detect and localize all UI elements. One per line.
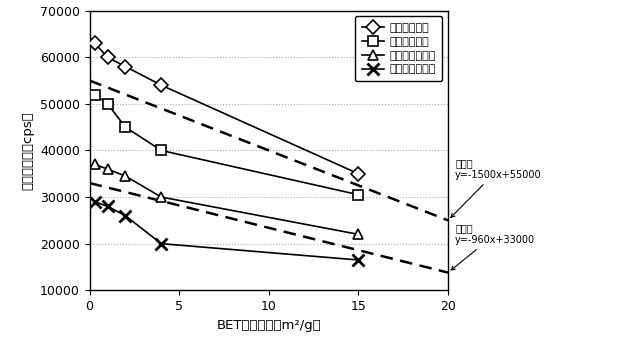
実施例１～５ [104,55,111,59]
実施例６～１０ [91,162,99,167]
比較例６～１０ [91,200,99,204]
比較例６～１０ [104,204,111,209]
Text: 直線Ｂ
y=-1500x+55000: 直線Ｂ y=-1500x+55000 [451,158,542,217]
実施例６～１０ [355,232,362,236]
比較例１～５ [355,193,362,197]
実施例６～１０ [104,167,111,171]
実施例６～１０ [122,174,129,178]
Y-axis label: ピーク強度（cps）: ピーク強度（cps） [21,111,35,190]
Line: 比較例６～１０: 比較例６～１０ [90,196,364,266]
実施例１～５ [157,83,165,87]
Text: 直線Ａ
y=-960x+33000: 直線Ａ y=-960x+33000 [451,223,535,270]
比較例６～１０ [355,258,362,262]
Legend: 実施例１～５, 比較例１～５, 実施例６～１０, 比較例６～１０: 実施例１～５, 比較例１～５, 実施例６～１０, 比較例６～１０ [355,16,442,81]
比較例６～１０ [122,213,129,218]
実施例１～５ [122,64,129,69]
比較例６～１０ [157,241,165,246]
Line: 比較例１～５: 比較例１～５ [90,90,364,200]
実施例１～５ [355,172,362,176]
比較例１～５ [122,125,129,129]
X-axis label: BET比表面積（m²/g）: BET比表面積（m²/g） [216,319,321,332]
Line: 実施例１～５: 実施例１～５ [90,38,364,179]
比較例１～５ [104,102,111,106]
実施例６～１０ [157,195,165,199]
実施例１～５ [91,41,99,45]
比較例１～５ [91,92,99,97]
Line: 実施例６～１０: 実施例６～１０ [90,160,364,239]
比較例１～５ [157,148,165,153]
